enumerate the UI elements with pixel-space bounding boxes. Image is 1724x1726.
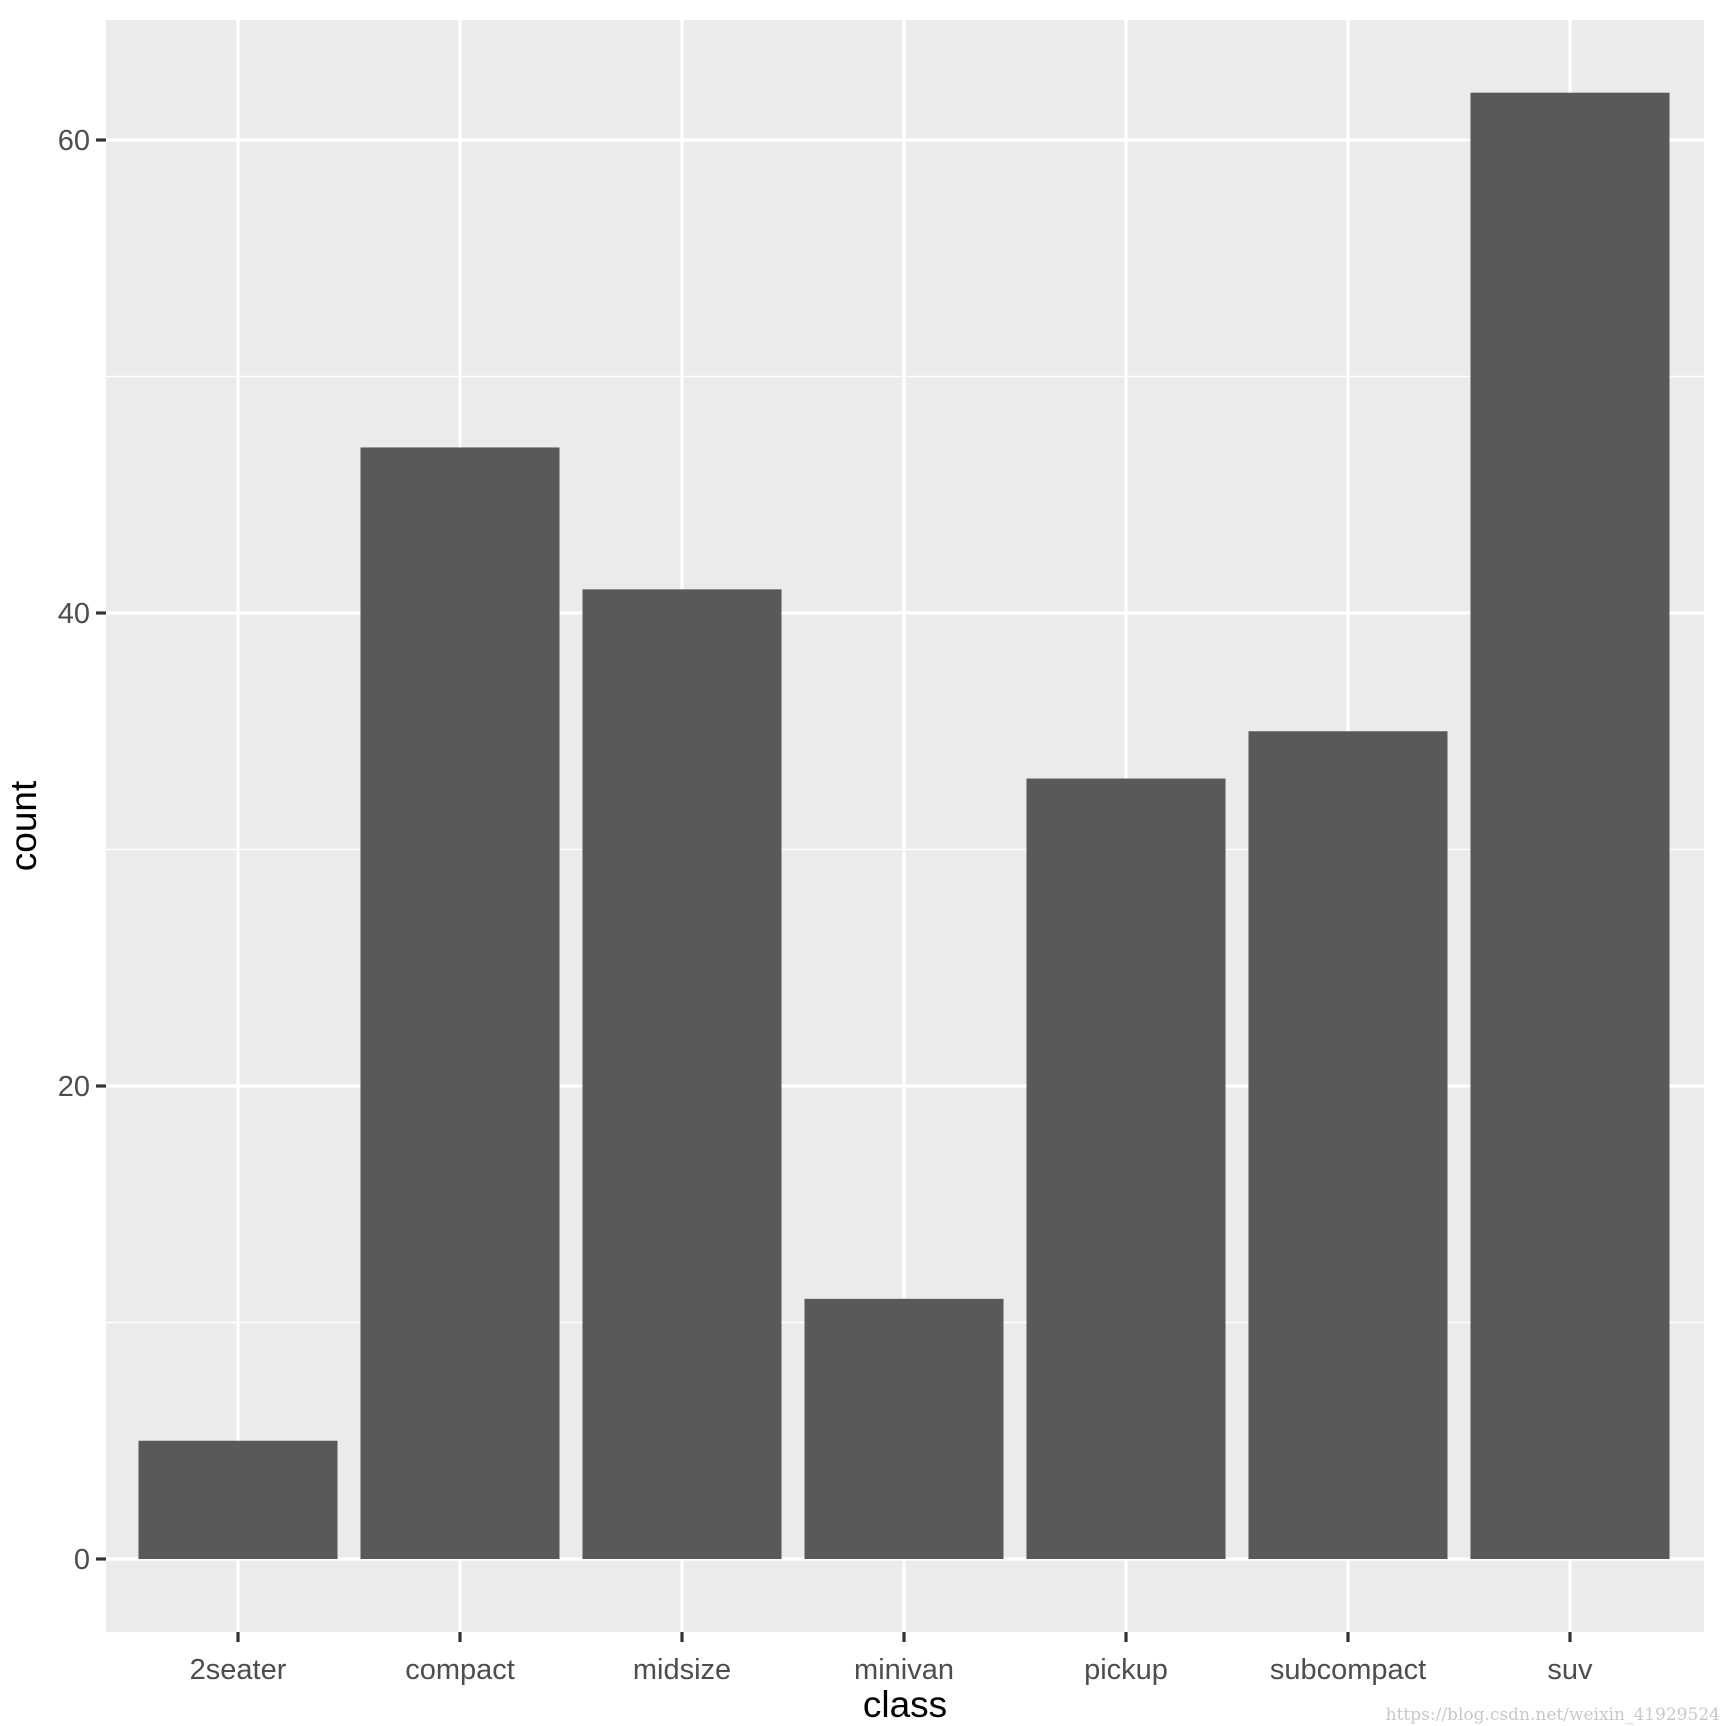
y-tick-label: 20 [58,1071,90,1103]
bar-compact [360,447,560,1560]
bar-midsize [582,589,782,1559]
y-tick-label: 0 [74,1544,90,1576]
y-tick-label: 60 [58,125,90,157]
watermark-text: https://blog.csdn.net/weixin_41929524 [1386,1705,1720,1725]
y-axis: 0 20 40 60 [58,125,106,1576]
x-tick-label: compact [405,1654,515,1686]
x-tick-label: minivan [854,1654,954,1686]
bar-minivan [804,1298,1004,1559]
bar-pickup [1026,778,1226,1559]
bar-subcompact [1248,731,1448,1559]
x-tick-label: subcompact [1270,1654,1426,1686]
x-tick-label: midsize [633,1654,731,1686]
y-tick-label: 40 [58,598,90,630]
y-axis-title: count [3,780,44,871]
x-tick-label: 2seater [190,1654,287,1686]
bar-2seater [138,1440,338,1559]
bar-suv [1470,92,1670,1560]
x-axis: 2seater compact midsize minivan pickup subcom… [190,1632,1593,1686]
bars [138,92,1670,1560]
x-axis-title: class [863,1684,947,1725]
x-tick-label: suv [1547,1654,1593,1686]
x-tick-label: pickup [1084,1654,1168,1686]
